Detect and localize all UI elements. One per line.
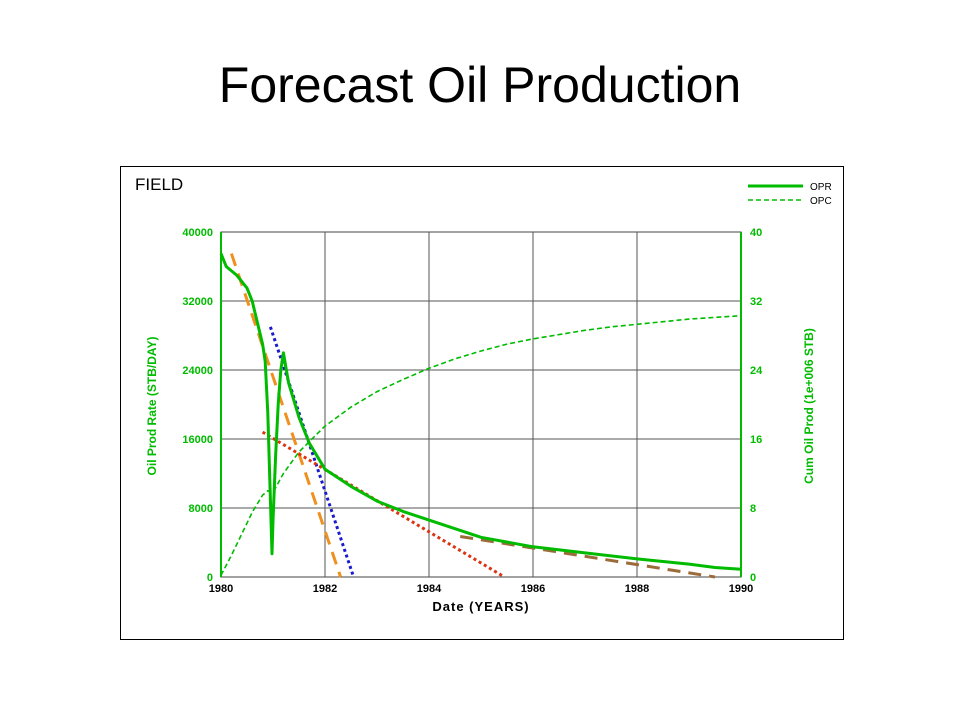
x-tick-label: 1986 bbox=[521, 583, 545, 595]
chart-title: FIELD bbox=[135, 175, 183, 194]
legend-opr-label: OPR bbox=[810, 182, 832, 193]
series-layer bbox=[219, 253, 742, 579]
y2-tick-label: 40 bbox=[750, 227, 762, 239]
legend-opc-label: OPC bbox=[810, 196, 832, 207]
y-tick-label: 8000 bbox=[189, 503, 213, 515]
chart-grid bbox=[220, 231, 742, 578]
x-tick-label: 1980 bbox=[209, 583, 233, 595]
x-tick-label: 1982 bbox=[313, 583, 337, 595]
plot-area bbox=[220, 231, 742, 578]
y-tick-label: 40000 bbox=[182, 227, 213, 239]
x-tick-label: 1990 bbox=[729, 583, 753, 595]
y-tick-label: 32000 bbox=[182, 296, 213, 308]
y-tick-label: 24000 bbox=[182, 365, 213, 377]
y-tick-label: 16000 bbox=[182, 434, 213, 446]
plot-frame bbox=[120, 166, 844, 640]
decline-line-orange bbox=[229, 253, 343, 578]
y-tick-label: 0 bbox=[207, 572, 213, 584]
series-opr bbox=[219, 253, 742, 571]
y-axis-label: Oil Prod Rate (STB/DAY) bbox=[145, 337, 159, 476]
decline-line-blue bbox=[268, 326, 356, 578]
x-tick-label: 1984 bbox=[417, 583, 442, 595]
y2-tick-label: 0 bbox=[750, 572, 756, 584]
y2-tick-label: 32 bbox=[750, 296, 762, 308]
decline-line-brown bbox=[459, 534, 716, 579]
series-opc bbox=[220, 314, 742, 576]
y2-tick-label: 16 bbox=[750, 434, 762, 446]
axes-layer: 1980 1982 1984 1986 1988 19900800016000240003… bbox=[182, 227, 763, 595]
slide-title: Forecast Oil Production bbox=[218, 57, 742, 113]
x-axis-label: Date (YEARS) bbox=[432, 599, 529, 614]
legend: OPR OPC bbox=[748, 182, 832, 207]
y2-axis-label: Cum Oil Prod (1e+006 STB) bbox=[802, 328, 816, 484]
y2-tick-label: 24 bbox=[750, 365, 763, 377]
y2-tick-label: 8 bbox=[750, 503, 756, 515]
x-tick-label: 1988 bbox=[625, 583, 649, 595]
